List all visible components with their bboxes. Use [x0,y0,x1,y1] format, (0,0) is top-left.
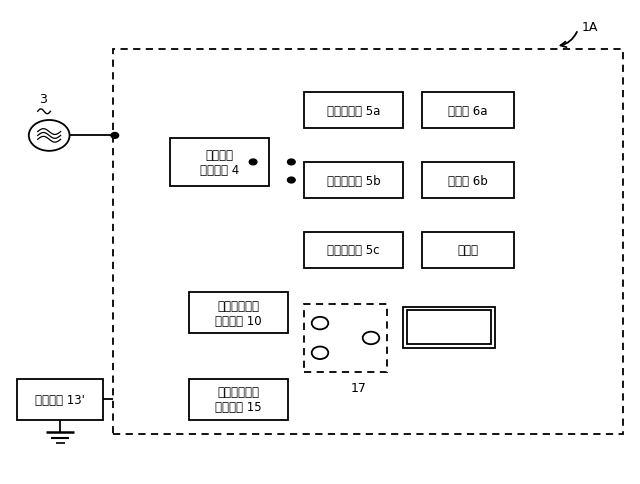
Text: 射出軸 6a: 射出軸 6a [449,105,488,117]
Text: 17: 17 [350,381,366,394]
Text: インバータ 5b: インバータ 5b [326,174,380,187]
Text: 1A: 1A [581,21,598,34]
Bar [304,163,403,199]
Text: ヒータ 8: ヒータ 8 [433,321,465,334]
Bar [304,304,387,372]
Bar [189,292,288,333]
Bar [403,307,495,348]
Text: 第１のヒータ
制御装置 10: 第１のヒータ 制御装置 10 [216,299,262,327]
Circle shape [111,133,118,139]
Bar [170,138,269,187]
Text: 蓄電装置 13': 蓄電装置 13' [35,393,85,406]
Text: 交流直流
変換装置 4: 交流直流 変換装置 4 [200,149,239,177]
Circle shape [287,160,295,166]
Bar [422,163,515,199]
Bar [113,49,623,435]
Bar [189,379,288,420]
Bar [17,379,103,420]
Bar [422,232,515,269]
Bar [304,232,403,269]
Text: インバータ 5c: インバータ 5c [327,244,380,257]
Text: 型締軸 6b: 型締軸 6b [448,174,488,187]
Bar [304,93,403,129]
Bar [407,310,491,345]
Circle shape [249,160,257,166]
Text: ・・・: ・・・ [458,244,479,257]
Text: 第２のヒータ
制御装置 15: 第２のヒータ 制御装置 15 [216,386,262,413]
Bar [422,93,515,129]
Text: 3: 3 [39,92,47,106]
Circle shape [287,178,295,183]
Text: インバータ 5a: インバータ 5a [327,105,380,117]
